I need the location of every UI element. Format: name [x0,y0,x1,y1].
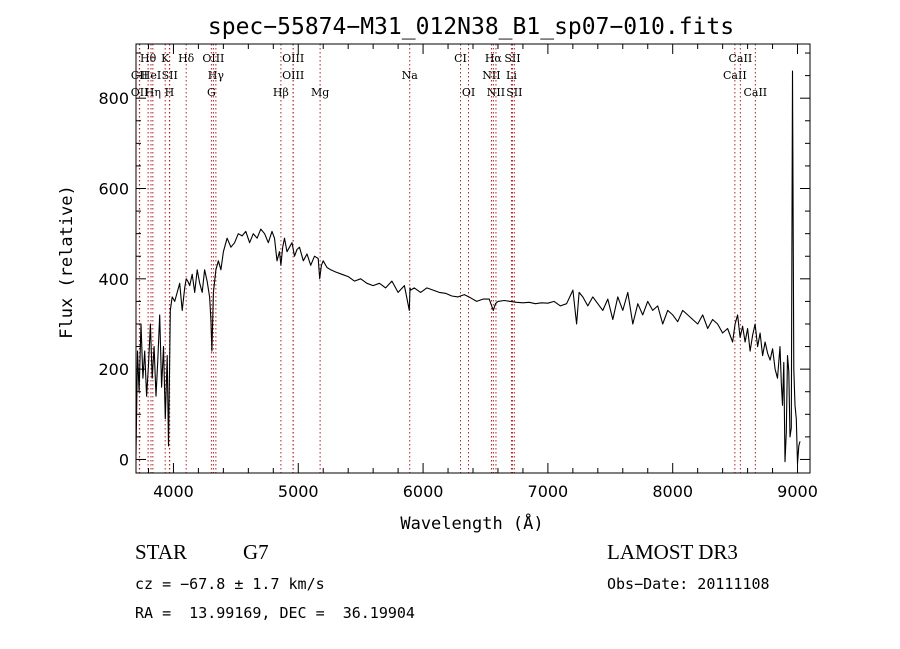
redshift-text: cz = −67.8 ± 1.7 km/s [135,575,325,593]
x-tick-label-5: 9000 [777,482,818,501]
spectral-line-label-22: Li [506,69,517,82]
spectral-line-label-18: OI [462,86,475,99]
survey-name: LAMOST DR3 [607,540,738,564]
series-layer [135,70,801,465]
spectral-line-label-14: Hβ [273,86,289,99]
spectral-line-label-26: CaII [723,69,747,82]
spectral-line-label-9: OIII [202,52,224,65]
x-tick-label-0: 4000 [153,482,194,501]
plot-frame [135,43,811,474]
spectral-line-label-23: NII [487,86,505,99]
spectral-line-label-16: Na [402,69,419,82]
x-tick-label-4: 8000 [652,482,693,501]
spectral-line-label-11: G [207,86,216,99]
spectral-line-label-4: Hη [145,86,161,99]
spectral-line-label-12: OIII [282,52,304,65]
spectral-line-label-17: CI [454,52,467,65]
spectral-line-label-27: CaII [743,86,767,99]
y-tick-label-1: 200 [98,360,129,379]
spectral-line-label-2: OII [131,86,149,99]
spectral-line-label-13: OIII [282,69,304,82]
x-axis-label: Wavelength (Å) [400,512,543,534]
y-tick-label-4: 800 [98,89,129,108]
object-class: STAR [135,540,187,564]
spectral-line-label-7: H [165,86,175,99]
coordinates-text: RA = 13.99169, DEC = 36.19904 [135,604,415,622]
axes-layer: 4000 5000 6000 7000 8000 9000 0 200 400 600 800 [98,43,818,501]
spectral-line-label-3: HeI [141,69,161,82]
series-line-flux [135,70,801,465]
x-tick-label-2: 6000 [403,482,444,501]
y-axis-label: Flux (relative) [57,185,77,339]
x-tick-label-3: 7000 [528,482,569,501]
spectral-line-label-0: Hθ [140,52,157,65]
obs-date-text: Obs−Date: 20111108 [607,575,770,593]
y-tick-label-3: 600 [98,180,129,199]
object-subclass: G7 [243,540,269,564]
spectral-line-label-6: SII [162,69,178,82]
spectral-line-label-24: SII [506,86,522,99]
y-tick-label-2: 400 [98,270,129,289]
spectral-line-label-25: CaII [729,52,753,65]
spectral-line-label-19: Hα [485,52,503,65]
y-tick-label-0: 0 [119,450,129,469]
spectral-line-label-8: Hδ [178,52,195,65]
spectral-line-label-10: Hγ [208,69,225,82]
spectral-line-label-21: NII [482,69,500,82]
spectral-lines-layer [138,44,756,473]
spectral-line-label-15: Mg [311,86,329,99]
spectral-line-label-20: SII [504,52,520,65]
spectral-line-label-5: K [161,52,170,65]
x-tick-label-1: 5000 [278,482,319,501]
chart-title: spec−55874−M31_012N38_B1_sp07−010.fits [208,14,734,40]
